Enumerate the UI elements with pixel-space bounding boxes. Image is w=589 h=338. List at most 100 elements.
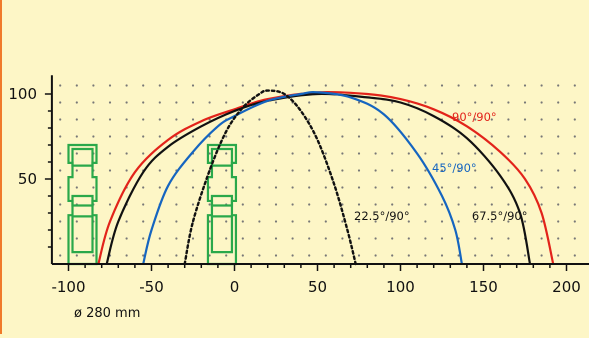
grid-dot	[573, 254, 576, 257]
grid-dot	[274, 203, 278, 206]
grid-dot	[557, 118, 560, 121]
grid-dot	[125, 84, 128, 87]
grid-dot	[507, 203, 510, 206]
grid-dot	[407, 203, 410, 206]
grid-dot	[191, 254, 195, 257]
grid-dot	[341, 186, 344, 189]
x-tick-label: 150	[469, 278, 498, 296]
grid-dot	[424, 186, 427, 189]
grid-dot	[258, 220, 261, 223]
grid-dot	[158, 237, 161, 240]
grid-dot	[341, 135, 344, 138]
grid-dot	[225, 135, 228, 138]
grid-dot	[490, 152, 493, 155]
grid-dot	[557, 186, 560, 189]
grid-dot	[374, 169, 377, 172]
grid-dot	[59, 84, 62, 87]
grid-dot	[125, 101, 128, 104]
grid-dot	[341, 169, 344, 172]
grid-dot	[374, 118, 377, 121]
grid-dot	[474, 169, 477, 172]
grid-dot	[424, 254, 427, 257]
grid-dot	[457, 135, 460, 138]
x-tick-label: 200	[552, 278, 581, 296]
series-line-1	[105, 92, 532, 265]
grid-dot	[391, 135, 394, 138]
grid-dot	[308, 152, 311, 155]
fixture-outline	[71, 147, 94, 167]
grid-dot	[208, 203, 211, 206]
grid-dot	[391, 220, 394, 223]
grid-dot	[523, 101, 527, 104]
grid-dot	[175, 203, 178, 206]
grid-dot	[142, 118, 145, 121]
grid-dot	[175, 101, 178, 104]
grid-dot	[108, 186, 112, 189]
grid-dot	[474, 254, 477, 257]
grid-dot	[357, 118, 361, 121]
grid-dot	[407, 118, 410, 121]
grid-dot	[341, 237, 344, 240]
grid-dot	[540, 118, 543, 121]
grid-dot	[540, 169, 543, 172]
grid-dot	[158, 135, 161, 138]
grid-dot	[75, 220, 78, 223]
grid-dot	[208, 186, 211, 189]
grid-dot	[440, 169, 444, 172]
grid-dot	[274, 254, 278, 257]
grid-dot	[258, 169, 261, 172]
grid-dot	[374, 203, 377, 206]
grid-dot	[59, 169, 62, 172]
grid-dot	[59, 135, 62, 138]
grid-dot	[357, 135, 361, 138]
grid-dot	[557, 101, 560, 104]
grid-dot	[573, 220, 576, 223]
grid-dot	[557, 169, 560, 172]
grid-dot	[407, 135, 410, 138]
grid-dot	[225, 152, 228, 155]
grid-dot	[557, 237, 560, 240]
grid-dot	[374, 237, 377, 240]
grid-dot	[457, 101, 460, 104]
grid-dot	[308, 135, 311, 138]
grid-dot	[507, 118, 510, 121]
grid-dot	[573, 84, 576, 87]
grid-dot	[125, 118, 128, 121]
grid-dot	[573, 152, 576, 155]
grid-dot	[241, 101, 244, 104]
grid-dot	[158, 101, 161, 104]
grid-dot	[108, 84, 112, 87]
grid-dot	[108, 237, 112, 240]
x-tick-label: -100	[51, 278, 85, 296]
grid-dot	[507, 169, 510, 172]
grid-dot	[457, 84, 460, 87]
grid-dot	[540, 186, 543, 189]
curve-label-1: 45°/90°	[432, 161, 477, 175]
grid-dot	[308, 220, 311, 223]
grid-dot	[490, 186, 493, 189]
fixture-outline	[71, 194, 94, 207]
grid-dot	[142, 152, 145, 155]
grid-dot	[424, 169, 427, 172]
grid-dot	[391, 84, 394, 87]
grid-dot	[440, 237, 444, 240]
grid-dot	[407, 220, 410, 223]
grid-dot	[75, 118, 78, 121]
grid-dot	[324, 84, 327, 87]
grid-dot	[175, 84, 178, 87]
grid-dot	[274, 101, 278, 104]
grid-dot	[341, 203, 344, 206]
grid-dot	[274, 152, 278, 155]
grid-dot	[258, 237, 261, 240]
grid-dot	[424, 152, 427, 155]
grid-dot	[490, 220, 493, 223]
grid-dot	[208, 84, 211, 87]
grid-dot	[424, 203, 427, 206]
grid-dot	[175, 118, 178, 121]
grid-dot	[523, 118, 527, 121]
grid-dot	[557, 135, 560, 138]
fixture-outline	[210, 147, 234, 167]
grid-dot	[540, 203, 543, 206]
grid-dot	[440, 152, 444, 155]
grid-dot	[357, 203, 361, 206]
